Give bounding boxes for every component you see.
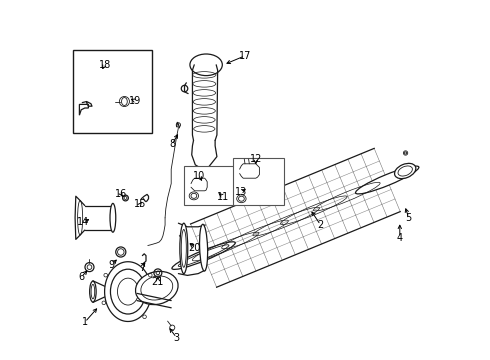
Text: 21: 21 <box>152 276 164 287</box>
Text: 15: 15 <box>134 199 146 210</box>
Text: 6: 6 <box>78 272 84 282</box>
Text: 3: 3 <box>173 333 180 343</box>
Ellipse shape <box>199 224 208 271</box>
Text: 9: 9 <box>109 260 115 270</box>
Text: 14: 14 <box>77 217 89 228</box>
Text: 19: 19 <box>129 96 141 106</box>
Text: 18: 18 <box>98 60 111 70</box>
Text: 1: 1 <box>82 317 88 327</box>
Text: 7: 7 <box>139 263 146 273</box>
Ellipse shape <box>356 166 419 194</box>
Text: 13: 13 <box>235 186 247 197</box>
Bar <box>73 50 152 133</box>
Text: 20: 20 <box>189 243 201 253</box>
Bar <box>184 166 234 205</box>
Ellipse shape <box>190 54 222 76</box>
Ellipse shape <box>110 203 116 232</box>
Bar <box>233 158 284 205</box>
Text: 5: 5 <box>406 213 412 223</box>
Text: 17: 17 <box>239 51 251 61</box>
Ellipse shape <box>136 271 178 305</box>
Text: 2: 2 <box>318 220 324 230</box>
Text: 4: 4 <box>397 233 403 243</box>
Ellipse shape <box>90 281 96 302</box>
Text: 11: 11 <box>217 192 229 202</box>
Ellipse shape <box>172 242 235 269</box>
Ellipse shape <box>394 163 416 179</box>
Text: 12: 12 <box>249 154 262 164</box>
Ellipse shape <box>180 223 188 274</box>
Text: 8: 8 <box>169 139 175 149</box>
Text: 16: 16 <box>115 189 127 199</box>
Text: 10: 10 <box>193 171 205 181</box>
